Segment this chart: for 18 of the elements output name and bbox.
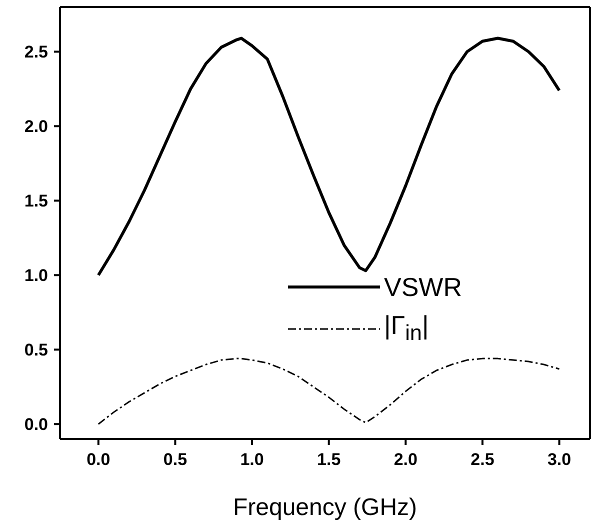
y-tick-label: 1.5 bbox=[24, 192, 48, 211]
line-series bbox=[98, 358, 560, 425]
y-tick-label: 1.0 bbox=[24, 266, 48, 286]
x-tick-label: 0.5 bbox=[163, 450, 188, 470]
legend-label: VSWR bbox=[384, 271, 462, 304]
x-tick-label: 2.5 bbox=[470, 450, 494, 470]
x-tick-label: 1.0 bbox=[240, 450, 264, 470]
y-tick-label: 2.5 bbox=[24, 42, 48, 62]
legend-label: |Γ$_{in}$| bbox=[384, 309, 429, 348]
x-tick-label: 1.5 bbox=[317, 450, 341, 470]
x-tick-label: 2.0 bbox=[394, 450, 418, 470]
y-tick-label: 2.0 bbox=[24, 117, 48, 136]
y-tick-label: 0.0 bbox=[24, 415, 48, 434]
line-series bbox=[96, 36, 561, 277]
x-tick-label: 3.0 bbox=[547, 450, 572, 470]
x-axis-title: Frequency (GHz) bbox=[232, 494, 418, 521]
x-tick-label: 0.0 bbox=[86, 450, 110, 470]
y-tick-label: 0.5 bbox=[24, 340, 48, 360]
